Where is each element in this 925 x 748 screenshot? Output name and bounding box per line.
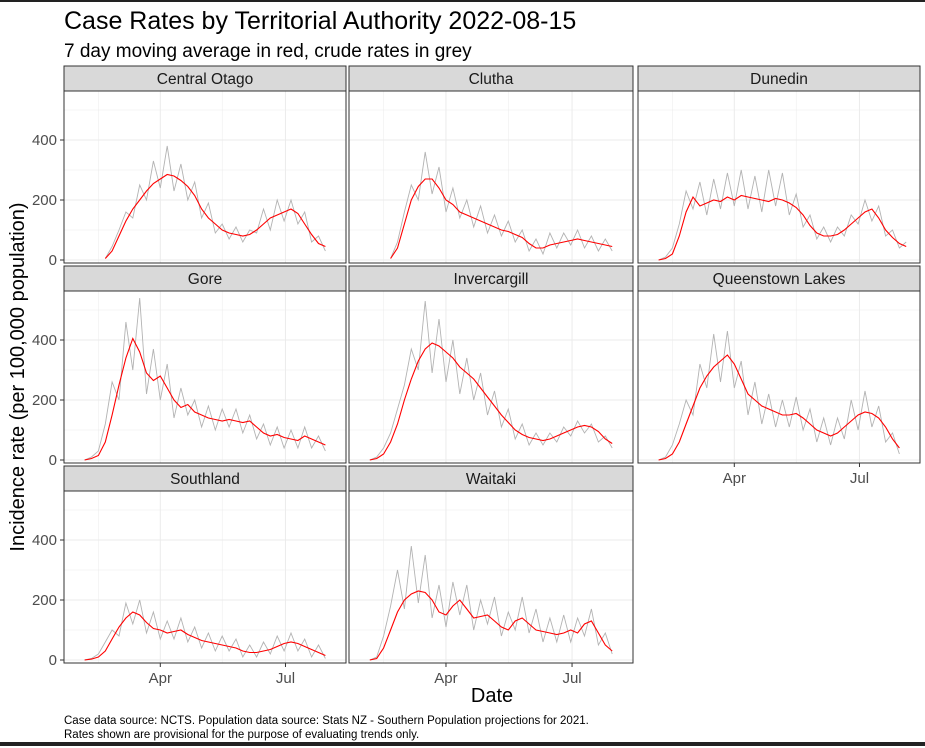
panel-border xyxy=(348,490,634,664)
y-tick-label: 200 xyxy=(32,592,57,609)
y-axes: 0 200 400 0 200 400 0 200 400 xyxy=(32,132,64,669)
panel-background xyxy=(349,91,633,263)
caption-line-1: Case data source: NCTS. Population data … xyxy=(64,715,589,727)
facet-strip-label: Waitaki xyxy=(466,471,516,488)
facet-strip-label: Clutha xyxy=(469,71,514,88)
facet-strip xyxy=(637,65,921,92)
panel-waitaki: Waitaki xyxy=(348,465,634,664)
panel-border xyxy=(348,290,634,464)
panel-clutha: Clutha xyxy=(348,65,634,264)
moving-average-line xyxy=(390,178,613,259)
crude-rate-line xyxy=(84,599,326,661)
facet-strip xyxy=(348,65,634,92)
y-tick-label: 0 xyxy=(49,652,57,669)
facet-strip-label: Central Otago xyxy=(157,71,254,88)
panel-border xyxy=(637,290,921,464)
moving-average-line xyxy=(369,342,613,461)
panel-border xyxy=(637,90,921,264)
panel-background xyxy=(638,91,920,263)
facet-strip xyxy=(63,265,347,292)
crude-rate-line xyxy=(369,545,613,661)
panel-border xyxy=(63,290,347,464)
panel-background xyxy=(64,491,346,663)
crude-rate-line xyxy=(390,151,613,259)
moving-average-line xyxy=(369,590,613,661)
x-tick-label: Jul xyxy=(562,670,581,687)
panel-central-otago: Central Otago xyxy=(63,65,347,264)
crude-rate-line xyxy=(369,300,613,461)
moving-average-line xyxy=(658,354,900,461)
panel-border xyxy=(348,90,634,264)
moving-average-line xyxy=(658,194,907,261)
x-tick-label: Apr xyxy=(434,670,457,687)
facet-strip-label: Dunedin xyxy=(750,71,808,88)
panel-border xyxy=(63,90,347,264)
y-tick-label: 200 xyxy=(32,192,57,209)
facet-strip xyxy=(348,265,634,292)
y-tick-label: 400 xyxy=(32,332,57,349)
panel-dunedin: Dunedin xyxy=(637,65,921,264)
facet-strip xyxy=(63,65,347,92)
x-tick-label: Apr xyxy=(723,470,746,487)
x-axes: Apr Jul Apr Jul Apr Jul xyxy=(149,463,869,687)
facet-strip-label: Invercargill xyxy=(454,271,529,288)
panel-background xyxy=(349,291,633,463)
chart-subtitle: 7 day moving average in red, crude rates… xyxy=(64,41,472,62)
panel-background xyxy=(64,291,346,463)
facet-strip-label: Gore xyxy=(188,271,222,288)
facet-strip xyxy=(637,265,921,292)
facet-strip xyxy=(63,465,347,492)
panel-southland: Southland xyxy=(63,465,347,664)
y-tick-label: 0 xyxy=(49,452,57,469)
x-tick-label: Apr xyxy=(149,670,172,687)
panel-invercargill: Invercargill xyxy=(348,265,634,464)
panel-gore: Gore xyxy=(63,265,347,464)
y-tick-label: 200 xyxy=(32,392,57,409)
moving-average-line xyxy=(84,611,326,661)
y-axis-title: Incidence rate (per 100,000 population) xyxy=(7,202,29,551)
x-tick-label: Jul xyxy=(850,470,869,487)
y-tick-label: 0 xyxy=(49,252,57,269)
panel-border xyxy=(63,490,347,664)
facet-strip-label: Southland xyxy=(170,471,240,488)
crude-rate-line xyxy=(658,169,907,261)
panel-queenstown-lakes: Queenstown Lakes xyxy=(637,265,921,464)
x-tick-label: Jul xyxy=(276,670,295,687)
y-tick-label: 400 xyxy=(32,532,57,549)
panel-background xyxy=(349,491,633,663)
panel-background xyxy=(64,91,346,263)
moving-average-line xyxy=(104,173,326,259)
caption-line-2: Rates shown are provisional for the purp… xyxy=(64,729,419,741)
facet-strip-label: Queenstown Lakes xyxy=(713,271,846,288)
panel-background xyxy=(638,291,920,463)
y-tick-label: 400 xyxy=(32,132,57,149)
x-axis-title: Date xyxy=(471,685,513,707)
chart-title: Case Rates by Territorial Authority 2022… xyxy=(64,7,576,35)
moving-average-line xyxy=(84,337,326,461)
facet-panels: Central Otago Clutha Dunedin Gore Invercargi… xyxy=(63,65,921,664)
crude-rate-line xyxy=(104,145,326,259)
